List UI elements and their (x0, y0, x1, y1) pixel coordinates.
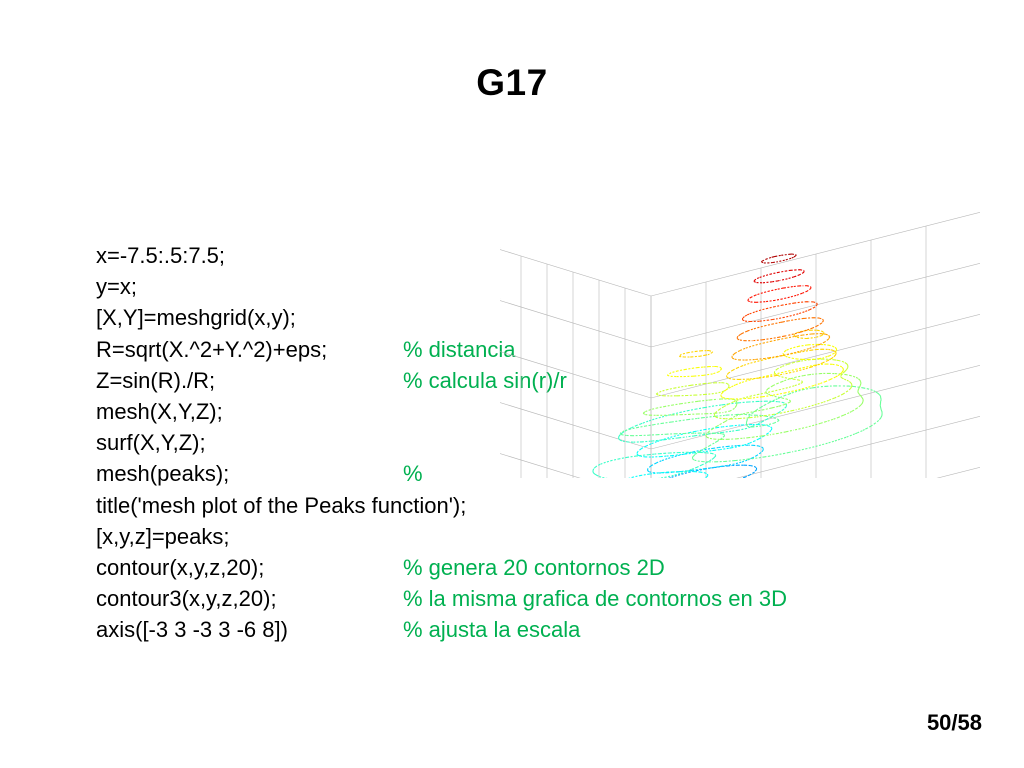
contour-level (760, 253, 797, 264)
code-comment: % la misma grafica de contornos en 3D (403, 586, 787, 612)
code-comment: % calcula sin(r)/r (403, 367, 567, 393)
contour-level (731, 333, 831, 361)
grid-line (650, 211, 982, 297)
contour3-plot: 86420-2-4-6-3-2-10123-202 (478, 118, 982, 654)
grid-line (494, 349, 652, 399)
code-command: mesh(peaks); (96, 461, 230, 487)
code-command: contour3(x,y,z,20); (96, 586, 277, 612)
grid-line (494, 400, 652, 450)
code-command: x=-7.5:.5:7.5; (96, 243, 226, 268)
contour-level (678, 329, 837, 380)
page-number: 50/58 (926, 710, 982, 735)
code-command: y=x; (96, 274, 137, 300)
code-command: R=sqrt(X.^2+Y.^2)+eps; (96, 336, 328, 362)
grid-line (494, 298, 652, 348)
grid-line (650, 364, 982, 450)
contour-level (619, 385, 883, 463)
contour-level (631, 444, 764, 507)
code-command: title('mesh plot of the Peaks function')… (96, 492, 467, 518)
contour3-svg: 86420-2-4-6-3-2-10123-202 (478, 211, 982, 654)
slide-title: G17 (476, 62, 548, 103)
code-command: mesh(X,Y,Z); (96, 398, 223, 424)
contour-level (753, 269, 805, 284)
grid-line (650, 262, 982, 348)
contour-level (655, 358, 853, 420)
contour-level (736, 317, 824, 342)
code-command: surf(X,Y,Z); (96, 430, 206, 456)
contour-level (747, 285, 812, 303)
grid-line (494, 451, 652, 501)
contour-level (642, 372, 864, 440)
contour-level (741, 301, 818, 323)
code-command: [X,Y]=meshgrid(x,y); (96, 305, 296, 331)
code-command: axis([-3 3 -3 3 -6 8]) (96, 617, 288, 643)
code-comment: % ajusta la escala (403, 617, 581, 643)
code-command: Z=sin(R)./R; (96, 367, 216, 393)
code-command: [x,y,z]=peaks; (96, 523, 230, 549)
grid-line (494, 247, 652, 297)
code-comment: % distancia (403, 336, 516, 362)
code-command: contour(x,y,z,20); (96, 554, 265, 580)
contour-level (645, 464, 758, 521)
code-comment: % (403, 461, 423, 487)
code-comment: % genera 20 contornos 2D (403, 554, 665, 580)
contour-level (592, 400, 788, 482)
